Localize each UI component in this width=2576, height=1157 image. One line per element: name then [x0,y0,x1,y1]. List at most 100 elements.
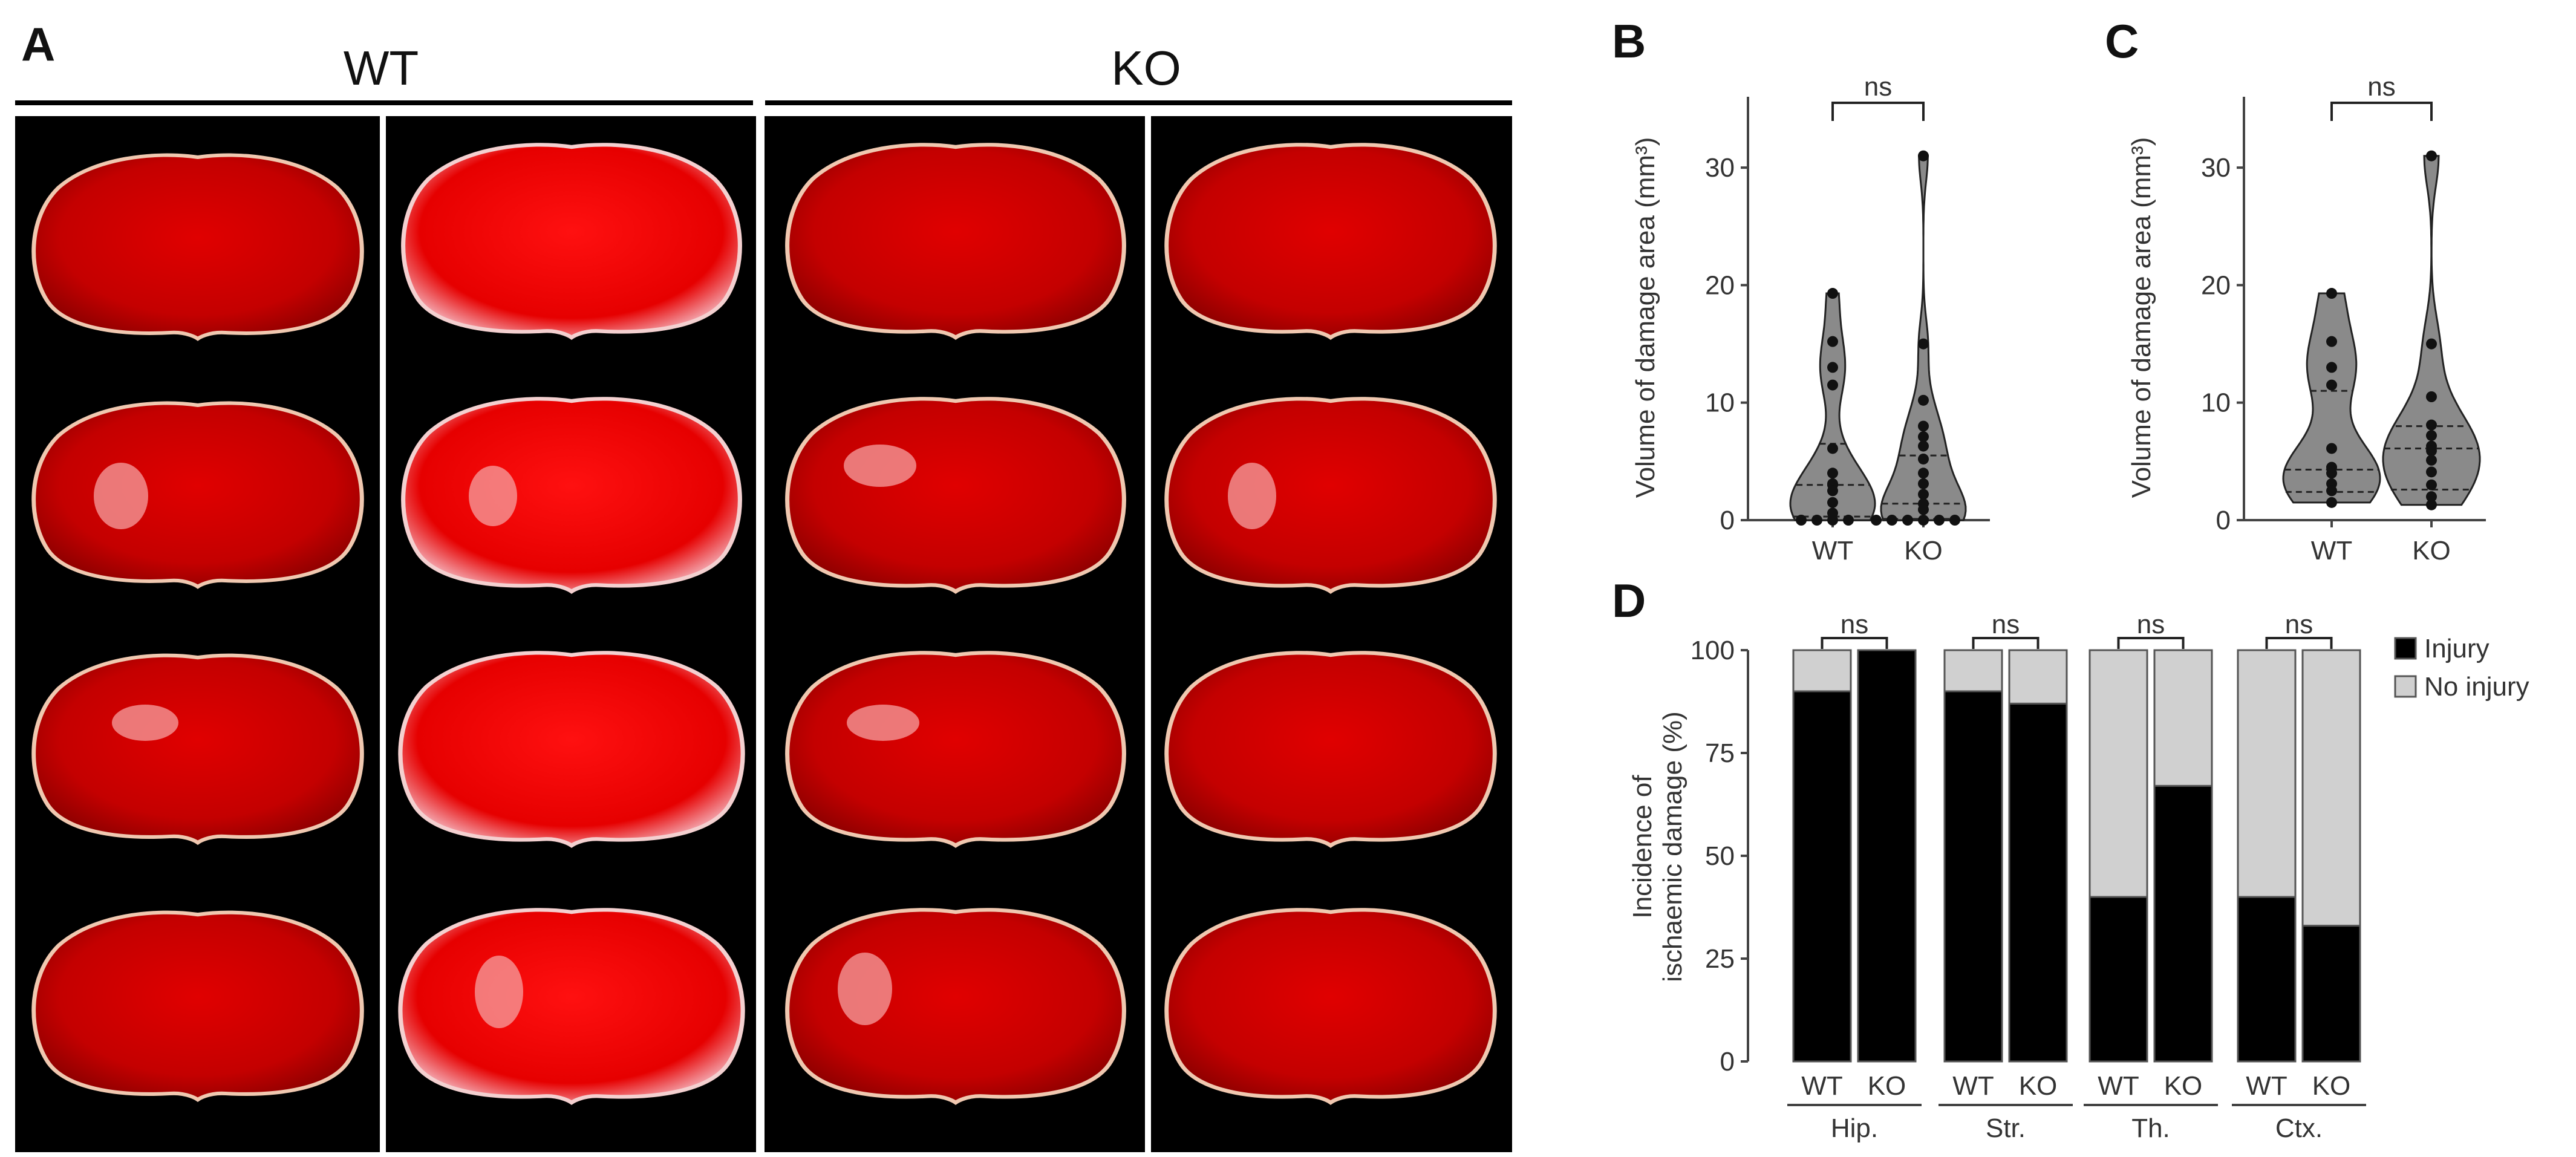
panel-b: B Volume of damage area (mm³) 0 10 20 30 WT K… [1612,15,1990,565]
bar-no-injury [2301,649,2361,927]
bar-no-injury [2008,649,2068,705]
brain-slice-photo [403,399,740,592]
data-point [2426,466,2437,478]
panel-a-letter: A [21,18,55,71]
y-axis-title: Volume of damage area (mm³) [1631,137,1660,498]
y-axis-title-line2: ischaemic damage (%) [1658,711,1687,982]
data-point [1811,515,1822,526]
y-tick-label: 10 [1705,388,1735,418]
data-point [1827,485,1838,497]
x-tick-label: KO [1904,536,1943,565]
y-tick-label: 30 [2201,153,2231,183]
significance-label: ns [2137,610,2165,639]
brain-slice-photo [403,145,740,337]
brain-slice-photo [34,913,362,1100]
x-tick-label: WT [2098,1071,2139,1101]
region-label: Ctx. [2275,1113,2323,1143]
data-point [1949,515,1960,526]
significance-label: ns [2367,72,2395,102]
data-point [1827,468,1838,479]
data-point [1886,515,1897,526]
significance-bracket [1972,637,2040,649]
violin-chart-b: 0 10 20 30 WT KO ns [1705,72,1990,565]
brain-slice-photo [1167,145,1495,337]
x-tick-label: WT [1812,536,1853,565]
bar-injury [1857,649,1917,1063]
y-tick-label: 100 [1691,636,1735,665]
bar-no-injury [2089,649,2148,898]
y-tick-label: 0 [1720,506,1735,535]
data-point [1827,515,1838,526]
brain-slice-photo [34,656,362,843]
violin-shape [1880,155,1967,521]
x-tick-label: KO [1868,1071,1906,1101]
data-point [2326,379,2337,391]
bar-no-injury [2237,649,2297,898]
bar-injury [2301,925,2361,1063]
damage-area [469,466,517,526]
data-point [1918,489,1929,500]
significance-bracket [2330,102,2433,121]
y-tick-label: 25 [1705,944,1735,974]
panel-b-letter: B [1612,15,1646,68]
data-point [1918,504,1929,515]
data-point [1918,150,1929,161]
violin-shape [1789,292,1876,521]
y-tick-label: 10 [2201,388,2231,418]
brain-slice-photo [787,910,1124,1103]
damage-area [1228,463,1276,529]
data-point [1918,431,1929,443]
data-point [2426,445,2437,457]
legend-label-injury: Injury [2424,634,2490,663]
significance-bracket [2265,637,2333,649]
panel-c: C Volume of damage area (mm³) 0 10 20 30 WT K… [2105,15,2486,565]
data-point [1918,478,1929,489]
data-point [2326,362,2337,373]
violin-chart-c: 0 10 20 30 WT KO ns [2201,72,2486,565]
y-axis-title-line1: Incidence of [1628,775,1657,919]
data-point [2326,468,2337,479]
data-point [1918,453,1929,464]
data-point [1902,515,1913,526]
data-point [1934,515,1945,526]
x-tick-label: WT [2246,1071,2287,1101]
data-point [1918,440,1929,452]
data-point [1871,515,1882,526]
x-tick-label: KO [2019,1071,2058,1101]
data-point [1918,515,1929,526]
bar-injury [1792,690,1852,1063]
photo-divider [756,116,765,1152]
data-point [2326,336,2337,347]
data-point [2426,391,2437,402]
brain-slice-photo [400,653,743,846]
brain-slice-photo [400,910,743,1103]
brain-slice-photo [1167,399,1495,592]
y-axis-title: Volume of damage area (mm³) [2127,137,2156,498]
data-point [2326,497,2337,508]
damage-area [844,445,916,487]
data-point [1827,288,1838,299]
data-point [1918,338,1929,350]
significance-bracket [2117,637,2185,649]
data-point [1827,497,1838,508]
significance-label: ns [1841,610,1868,639]
violin-shape [2382,155,2481,506]
significance-bracket [1831,102,1925,121]
bar-injury [1943,690,2003,1063]
data-point [1827,443,1838,454]
brain-slice-photo [1167,653,1495,846]
data-point [2426,479,2437,491]
brain-slice-photo [1167,910,1495,1103]
y-tick-label: 20 [2201,270,2231,300]
data-point [2426,430,2437,442]
data-point [2326,485,2337,497]
data-point [1827,336,1838,347]
significance-bracket [1821,637,1888,649]
stacked-bar-chart-d: 0 25 50 75 100 WT KO Hip. ns WT KO Str. ns WT KO Th. ns W… [1691,610,2366,1143]
x-tick-label: KO [2412,536,2451,565]
bar-injury [2237,896,2297,1063]
bar-injury [2153,784,2213,1063]
damage-area [112,705,178,741]
data-point [1827,379,1838,391]
data-point [2426,491,2437,503]
